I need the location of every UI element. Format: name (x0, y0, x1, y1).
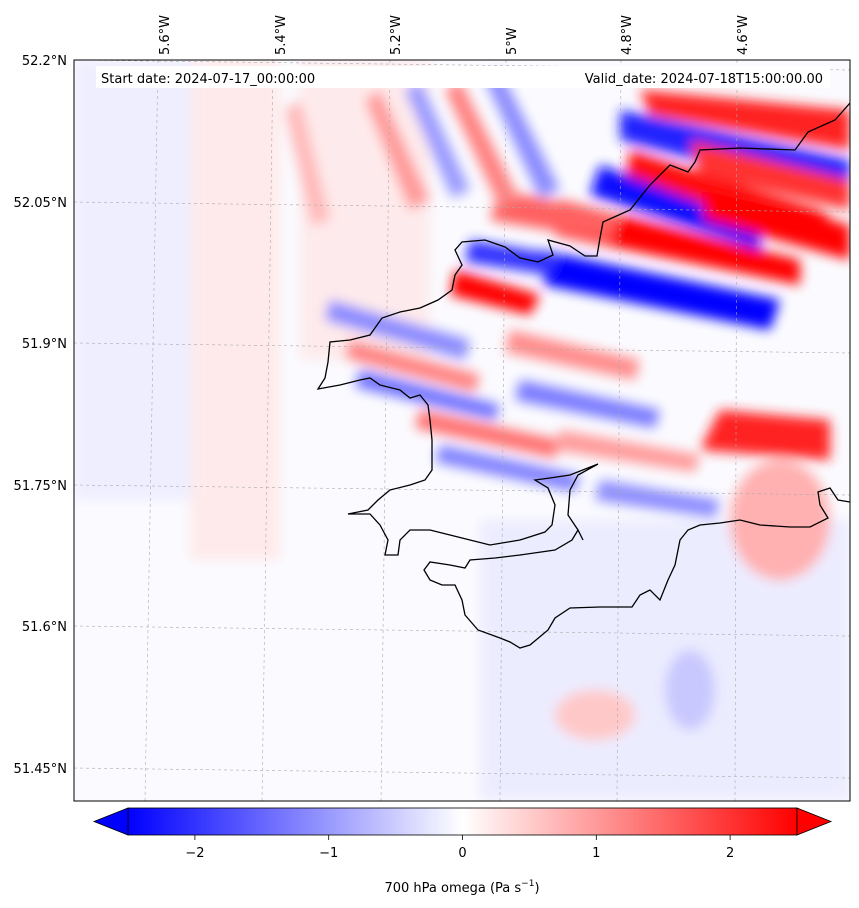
lon-label: 5.4°W (274, 15, 289, 55)
lat-label: 51.6°N (22, 620, 67, 635)
colorbar-high-extend (796, 807, 833, 836)
colorbar: −2 −1 0 1 2 700 hPa omega (Pa s−1) (92, 807, 833, 896)
valid-date-label: Valid_date: 2024-07-18T15:00:00.00 (585, 72, 823, 87)
lon-label: 5.2°W (389, 15, 404, 55)
lon-label: 4.8°W (620, 15, 635, 55)
colorbar-low-extend (92, 807, 129, 836)
colorbar-tick-label: 0 (458, 846, 466, 861)
lat-label: 52.05°N (14, 196, 67, 211)
colorbar-tick-label: 1 (592, 846, 600, 861)
colorbar-label: 700 hPa omega (Pa s−1) (384, 879, 539, 896)
colorbar-body (127, 807, 798, 836)
lat-label: 51.45°N (14, 762, 67, 777)
header-band (96, 66, 830, 88)
colorbar-tick-label: −1 (319, 846, 338, 861)
colorbar-tick-label: −2 (185, 846, 204, 861)
omega-field (74, 60, 850, 800)
latitude-labels: 52.2°N 52.05°N 51.9°N 51.75°N 51.6°N 51.… (14, 54, 67, 777)
lat-label: 51.75°N (14, 479, 67, 494)
coastline (316, 102, 850, 649)
lat-label: 51.9°N (22, 337, 67, 352)
lon-label: 5°W (505, 27, 520, 55)
longitude-labels: 5.6°W 5.4°W 5.2°W 5°W 4.8°W 4.6°W (158, 15, 751, 55)
map-panel: Start date: 2024-07-17_00:00:00 Valid_da… (73, 59, 851, 802)
lon-label: 5.6°W (158, 15, 173, 55)
start-date-label: Start date: 2024-07-17_00:00:00 (101, 72, 315, 87)
lat-label: 52.2°N (22, 54, 67, 69)
lon-label: 4.6°W (736, 15, 751, 55)
colorbar-tick-label: 2 (726, 846, 734, 861)
